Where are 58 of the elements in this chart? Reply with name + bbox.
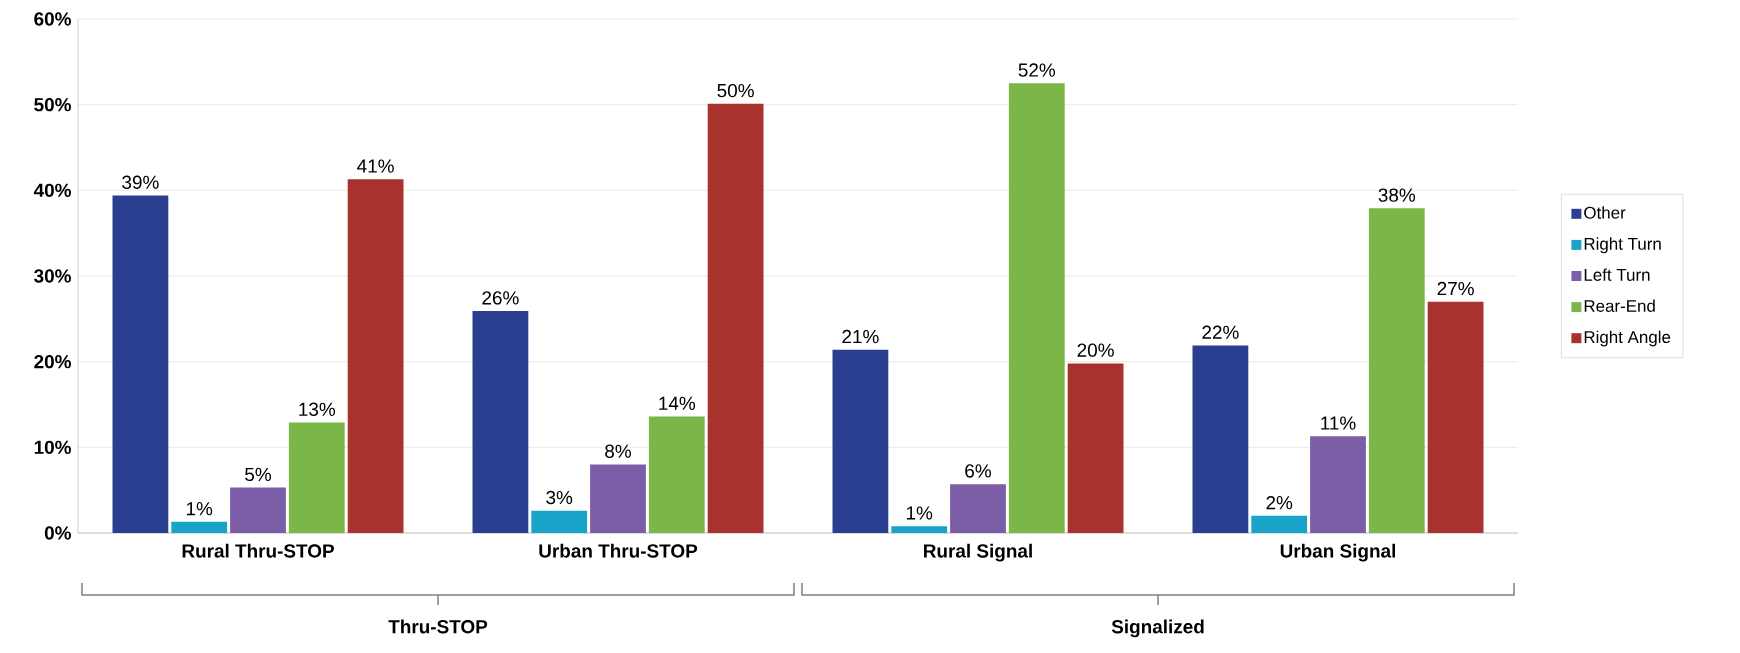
bar: [1251, 515, 1308, 533]
text: Thru-STOP: [388, 619, 488, 634]
legend-label: Other: [1584, 206, 1626, 219]
bar: [347, 179, 404, 533]
bar: [531, 510, 588, 533]
bar: [891, 526, 948, 533]
bar: [112, 195, 169, 533]
data-label: 1%: [186, 502, 213, 516]
data-label: 2%: [1266, 496, 1293, 510]
bar: [707, 103, 764, 533]
data-label: 38%: [1378, 188, 1416, 202]
bar: [1008, 83, 1065, 533]
legend-label: Rear-End: [1584, 299, 1655, 312]
y-tick-label: 0%: [44, 526, 71, 540]
bar: [1427, 301, 1484, 533]
bar: [950, 484, 1006, 533]
data-label: 27%: [1437, 281, 1474, 296]
data-label: 13%: [299, 402, 336, 416]
data-label: 14%: [659, 396, 696, 410]
x-tick-label: Rural Thru-STOP: [182, 543, 334, 558]
legend-label: Right Turn: [1584, 237, 1661, 254]
bar: [472, 311, 529, 533]
y-tick-label: 40%: [33, 183, 71, 198]
bar: [1368, 208, 1425, 533]
data-label: 21%: [842, 329, 879, 344]
data-label: 39%: [122, 175, 159, 189]
y-tick-label: 20%: [34, 354, 71, 369]
x-tick-label: Urban Thru-STOP: [539, 543, 698, 558]
data-label: 5%: [245, 467, 271, 482]
data-label: 50%: [717, 83, 754, 98]
data-label: 52%: [1018, 63, 1056, 77]
bar: [648, 416, 705, 533]
data-label: 26%: [482, 291, 519, 305]
y-tick-label: 30%: [34, 269, 71, 283]
bar: [230, 487, 286, 533]
bar: [1310, 436, 1366, 533]
data-label: 22%: [1202, 325, 1239, 339]
bar: [832, 349, 889, 533]
text: Signalized: [1111, 619, 1204, 638]
data-label: 3%: [546, 490, 573, 505]
legend-label: Right Angle: [1584, 330, 1671, 347]
bar: [288, 422, 345, 533]
y-tick-label: 50%: [34, 97, 71, 112]
data-label: 20%: [1077, 343, 1114, 357]
x-tick-label: Rural Signal: [924, 543, 1032, 562]
data-label: 41%: [357, 159, 394, 173]
bar: [1067, 363, 1124, 533]
legend-label: Left Turn: [1584, 268, 1650, 281]
data-label: 6%: [965, 464, 991, 478]
data-label: 1%: [906, 506, 933, 520]
data-label: 11%: [1321, 416, 1356, 430]
y-tick-label: 10%: [34, 440, 71, 455]
bar: [590, 464, 646, 533]
bar: [1192, 345, 1249, 533]
bar: [171, 521, 228, 533]
x-tick-label: Urban Signal: [1280, 543, 1396, 562]
data-label: 8%: [605, 444, 631, 458]
y-tick-label: 60%: [34, 12, 71, 26]
